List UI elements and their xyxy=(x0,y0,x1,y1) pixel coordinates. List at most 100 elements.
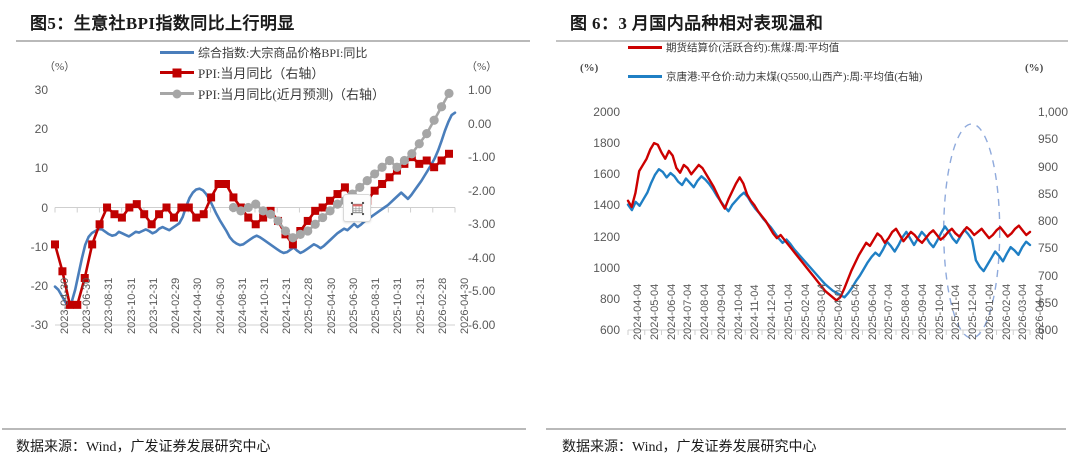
x-tick: 2026-02-04 xyxy=(1000,283,1013,340)
x-tick: 2024-06-30 xyxy=(214,277,227,334)
title-divider xyxy=(16,40,530,42)
y-tick-right: 650 xyxy=(1038,295,1059,310)
y-tick-left: 30 xyxy=(34,83,48,97)
y-tick-right: -3.00 xyxy=(468,217,496,232)
x-tick: 2024-06-04 xyxy=(665,283,678,340)
x-tick: 2023-12-31 xyxy=(147,277,160,334)
x-tick: 2025-05-04 xyxy=(849,283,862,340)
x-tick: 2024-12-04 xyxy=(766,283,778,340)
legend-label-coking-coal: 期货结算价(活跃合约):焦煤:周:平均值 xyxy=(666,43,840,54)
data-source-5: 数据来源：Wind，广发证券发展研究中心 xyxy=(16,440,271,455)
chart-canvas-6 xyxy=(626,123,1032,339)
y-tick-left: 800 xyxy=(599,291,620,306)
x-tick: 2025-10-04 xyxy=(933,283,946,340)
chart-canvas-5 xyxy=(51,88,457,326)
x-tick: 2025-08-31 xyxy=(370,277,383,334)
x-tick: 2025-11-04 xyxy=(950,284,963,340)
x-tick: 2025-02-28 xyxy=(303,277,316,334)
legend-swatch-red-square-line xyxy=(160,67,194,78)
x-tick: 2025-03-04 xyxy=(816,283,829,340)
y-tick-right: 1,000 xyxy=(1038,105,1069,119)
chart-coal-prices: 2000 1800 1600 1400 1200 1000 800 600 1,000 950 9… xyxy=(540,0,1080,430)
legend-label-ppi: PPI:当月同比（右轴） xyxy=(198,66,325,81)
x-tick: 2025-09-04 xyxy=(916,283,929,340)
legend-item-ppi: PPI:当月同比（右轴） xyxy=(160,63,385,82)
recent-period-highlight-ellipse xyxy=(943,123,1001,339)
x-tick: 2026-04-04 xyxy=(1034,283,1046,340)
y-tick-right: 950 xyxy=(1038,132,1059,147)
y-tick-right: 800 xyxy=(1038,214,1059,228)
footer-divider-6 xyxy=(546,428,1066,430)
panel-divider xyxy=(540,0,541,462)
x-tick: 2026-03-04 xyxy=(1017,283,1030,340)
x-tick: 2025-06-30 xyxy=(347,277,360,334)
legend-label-bpi: 综合指数:大宗商品价格BPI:同比 xyxy=(198,46,368,60)
y-tick-right: -2.00 xyxy=(468,183,496,198)
legend-label-ppi-forecast: PPI:当月同比(近月预测)（右轴） xyxy=(198,87,386,102)
legend-swatch-blue-line-6 xyxy=(628,72,662,81)
page-title: 图5：生意社BPI指数同比上行明显 xyxy=(30,14,295,33)
y-tick-left: 600 xyxy=(599,323,620,337)
x-tick: 2024-09-04 xyxy=(715,283,728,340)
y-tick-right: 0.00 xyxy=(468,116,492,131)
x-tick: 2024-10-31 xyxy=(259,277,271,334)
y-tick-left: 2000 xyxy=(593,105,620,119)
x-tick: 2025-02-04 xyxy=(799,283,812,340)
right-axis-unit-6: (%) xyxy=(1025,62,1044,74)
chart-table-icon[interactable] xyxy=(343,194,371,222)
legend-label-thermal-coal: 京唐港:平仓价:动力末煤(Q5500,山西产):周:平均值(右轴) xyxy=(666,72,923,83)
x-tick: 2023-10-31 xyxy=(125,277,138,334)
y-tick-right: 700 xyxy=(1038,268,1059,283)
x-tick: 2025-04-04 xyxy=(833,283,845,340)
x-tick: 2024-04-04 xyxy=(632,283,644,340)
y-tick-right: -5.00 xyxy=(468,284,496,299)
legend-swatch-red-line xyxy=(628,43,662,52)
left-axis-unit-6: (%) xyxy=(580,62,599,74)
x-tick: 2026-04-30 xyxy=(459,277,471,334)
right-axis-unit-5: （%） xyxy=(466,61,498,73)
legend-item-ppi-forecast: PPI:当月同比(近月预测)（右轴） xyxy=(160,84,385,103)
title-divider-6 xyxy=(556,40,1068,42)
legend-item-bpi: 综合指数:大宗商品价格BPI:同比 xyxy=(160,44,385,61)
x-tick: 2023-04-30 xyxy=(59,277,71,334)
legend-item-thermal-coal: 京唐港:平仓价:动力末煤(Q5500,山西产):周:平均值(右轴) xyxy=(628,69,922,84)
y-tick-left: 1200 xyxy=(593,229,620,244)
x-tick: 2024-07-04 xyxy=(682,283,695,340)
y-tick-right: 750 xyxy=(1038,241,1059,256)
y-tick-left: 1000 xyxy=(593,260,620,275)
y-tick-left: 10 xyxy=(34,161,48,176)
x-tick: 2025-06-04 xyxy=(866,283,879,340)
y-tick-right: -4.00 xyxy=(468,250,496,265)
x-tick: 2026-01-04 xyxy=(983,283,996,340)
y-tick-left: 20 xyxy=(34,122,48,137)
x-tick: 2024-08-31 xyxy=(236,277,249,334)
y-tick-right: 900 xyxy=(1038,159,1059,174)
y-tick-right: -6.00 xyxy=(468,318,496,332)
x-tick: 2025-01-04 xyxy=(782,283,795,340)
chart-table-glyph xyxy=(350,201,364,215)
x-tick: 2024-11-04 xyxy=(749,284,762,340)
x-tick: 2024-02-29 xyxy=(170,277,183,334)
x-tick: 2023-06-30 xyxy=(81,277,94,334)
y-tick-right: 1.00 xyxy=(468,83,492,97)
x-tick: 2024-10-04 xyxy=(732,283,745,340)
left-axis-unit-5: （%） xyxy=(44,61,76,73)
y-tick-left: 1600 xyxy=(593,167,620,182)
x-tick: 2024-08-04 xyxy=(699,283,711,340)
chart-bpi-ppi: 30 20 10 0 -10 -20 -30 1.00 0.00 -1.00 -2.00 -3.00… xyxy=(0,0,540,420)
legend-swatch-blue-line xyxy=(160,48,194,57)
page-title-6: 图 6：3 月国内品种相对表现温和 xyxy=(570,14,824,33)
x-tick: 2024-04-30 xyxy=(192,277,205,334)
x-tick: 2024-12-31 xyxy=(281,277,294,334)
chart-legend-6: 期货结算价(活跃合约):焦煤:周:平均值 京唐港:平仓价:动力末煤(Q5500,… xyxy=(628,40,922,86)
x-tick: 2025-07-04 xyxy=(883,283,896,340)
y-tick-right: 850 xyxy=(1038,186,1059,201)
x-tick: 2025-12-04 xyxy=(967,283,979,340)
chart-legend-5: 综合指数:大宗商品价格BPI:同比 PPI:当月同比（右轴） PPI:当月同比(… xyxy=(160,44,385,105)
y-tick-left: 1800 xyxy=(593,136,620,151)
y-tick-right: 600 xyxy=(1038,323,1059,337)
legend-item-coking-coal: 期货结算价(活跃合约):焦煤:周:平均值 xyxy=(628,40,922,55)
x-tick: 2025-12-31 xyxy=(414,277,427,334)
y-tick-left: -20 xyxy=(30,278,48,293)
